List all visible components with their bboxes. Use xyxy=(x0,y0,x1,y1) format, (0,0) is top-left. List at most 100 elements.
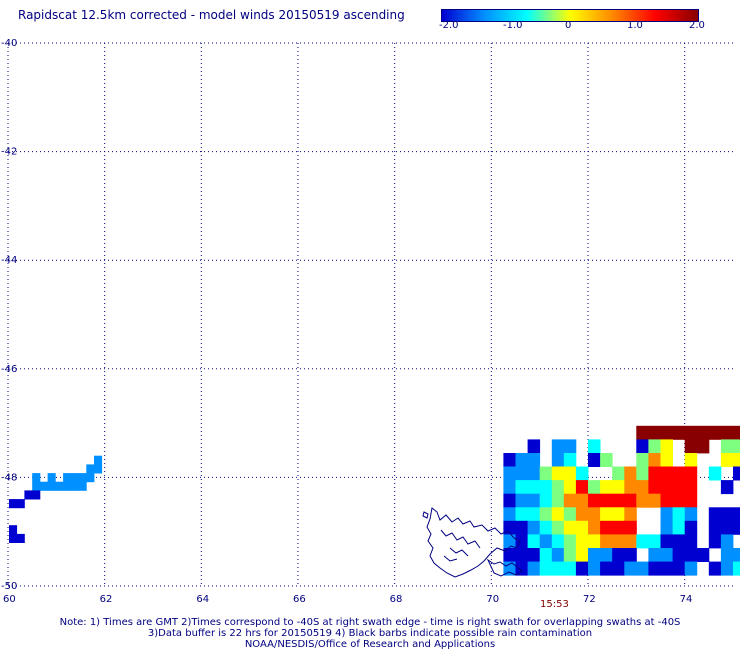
swath-cell xyxy=(648,548,661,562)
swath-cell xyxy=(684,480,698,495)
island-main xyxy=(426,507,521,578)
swath-cell xyxy=(660,561,673,576)
swath-cell xyxy=(648,425,661,440)
swath-cell xyxy=(503,507,516,522)
swath-cell xyxy=(588,453,601,467)
island-inner-coast xyxy=(440,529,481,562)
swath-cell xyxy=(733,507,740,522)
lon-label: 66 xyxy=(293,594,306,605)
swath-cell xyxy=(527,548,541,562)
west-swath-cell xyxy=(86,464,95,474)
west-swath-cell xyxy=(39,481,48,491)
swath-cell xyxy=(563,439,577,454)
lat-label: -50 xyxy=(1,581,17,592)
swath-cell xyxy=(575,466,589,481)
swath-cell xyxy=(515,548,528,562)
west-swath-cell xyxy=(9,525,18,535)
swath-cell xyxy=(720,453,734,467)
swath-cell xyxy=(563,548,577,562)
swath-cell xyxy=(624,561,637,576)
swath-cell xyxy=(720,439,734,454)
swath-cell xyxy=(733,425,740,440)
swath-cell xyxy=(600,534,613,549)
swath-cell xyxy=(720,534,734,549)
swath-cell xyxy=(612,480,625,495)
west-swath-cell xyxy=(78,473,87,483)
swath-cell xyxy=(515,466,528,481)
swath-cell xyxy=(527,493,541,508)
colorbar-label-neg1: -1.0 xyxy=(503,20,523,31)
swath-cell xyxy=(636,466,649,481)
west-swath-cell xyxy=(16,533,25,543)
lat-label: -40 xyxy=(1,38,17,49)
swath-cell xyxy=(648,561,661,576)
swath-cell xyxy=(515,480,528,495)
swath-cell xyxy=(588,439,601,454)
swath-cell xyxy=(660,493,673,508)
colorbar-label-pos1: 1.0 xyxy=(627,20,643,31)
swath-cell xyxy=(563,520,577,535)
swath-cell xyxy=(551,493,565,508)
west-swath-cell xyxy=(70,481,79,491)
swath-cell xyxy=(672,534,686,549)
swath-cell xyxy=(551,439,565,454)
west-swath-cell xyxy=(94,455,103,465)
swath-cell xyxy=(612,561,625,576)
swath-cell xyxy=(624,480,637,495)
swath-cell xyxy=(708,520,722,535)
swath-cell xyxy=(551,453,565,467)
lon-label: 68 xyxy=(390,594,403,605)
lat-label: -46 xyxy=(1,364,17,375)
swath-cell xyxy=(624,520,637,535)
swath-cell xyxy=(708,425,722,440)
swath-cell xyxy=(539,507,553,522)
swath-cell xyxy=(720,520,734,535)
swath-cell xyxy=(588,561,601,576)
swath-cell xyxy=(684,453,698,467)
swath-cell xyxy=(527,534,541,549)
west-swath-cell xyxy=(32,490,41,500)
swath-cell xyxy=(684,439,698,454)
swath-cell xyxy=(660,534,673,549)
swath-cell xyxy=(527,507,541,522)
swath-cell xyxy=(563,507,577,522)
swath-cell xyxy=(636,480,649,495)
swath-cell xyxy=(648,480,661,495)
swath-cell xyxy=(672,493,686,508)
swath-cell xyxy=(515,520,528,535)
swath-cell xyxy=(588,548,601,562)
swath-cell xyxy=(696,548,710,562)
swath-cell xyxy=(551,534,565,549)
swath-cell xyxy=(672,480,686,495)
lon-label: 74 xyxy=(680,594,693,605)
colorbar-label-zero: 0 xyxy=(565,20,572,31)
swath-cell xyxy=(660,453,673,467)
swath-cell xyxy=(708,561,722,576)
swath-cell xyxy=(648,453,661,467)
swath-cell xyxy=(684,534,698,549)
swath-cell xyxy=(636,561,649,576)
swath-cell xyxy=(720,507,734,522)
swath-cell xyxy=(612,520,625,535)
swath-cell xyxy=(624,548,637,562)
swath-cell xyxy=(684,425,698,440)
swath-cell xyxy=(612,466,625,481)
swath-cell xyxy=(733,453,740,467)
swath-cell xyxy=(672,507,686,522)
swath-cell xyxy=(684,561,698,576)
swath-cell xyxy=(720,425,734,440)
map-title: Rapidscat 12.5km corrected - model winds… xyxy=(18,8,405,22)
west-swath-cell xyxy=(70,473,79,483)
swath-cell xyxy=(636,453,649,467)
swath-cell xyxy=(515,507,528,522)
swath-cell xyxy=(660,480,673,495)
west-swath-cell xyxy=(9,499,18,509)
swath-cell xyxy=(551,507,565,522)
swath-cell xyxy=(563,466,577,481)
west-swath-cell xyxy=(32,473,41,483)
swath-cell xyxy=(660,548,673,562)
lat-label: -44 xyxy=(1,255,17,266)
colorbar-label-max: 2.0 xyxy=(689,20,705,31)
swath-cell xyxy=(733,520,740,535)
swath-cell xyxy=(636,534,649,549)
